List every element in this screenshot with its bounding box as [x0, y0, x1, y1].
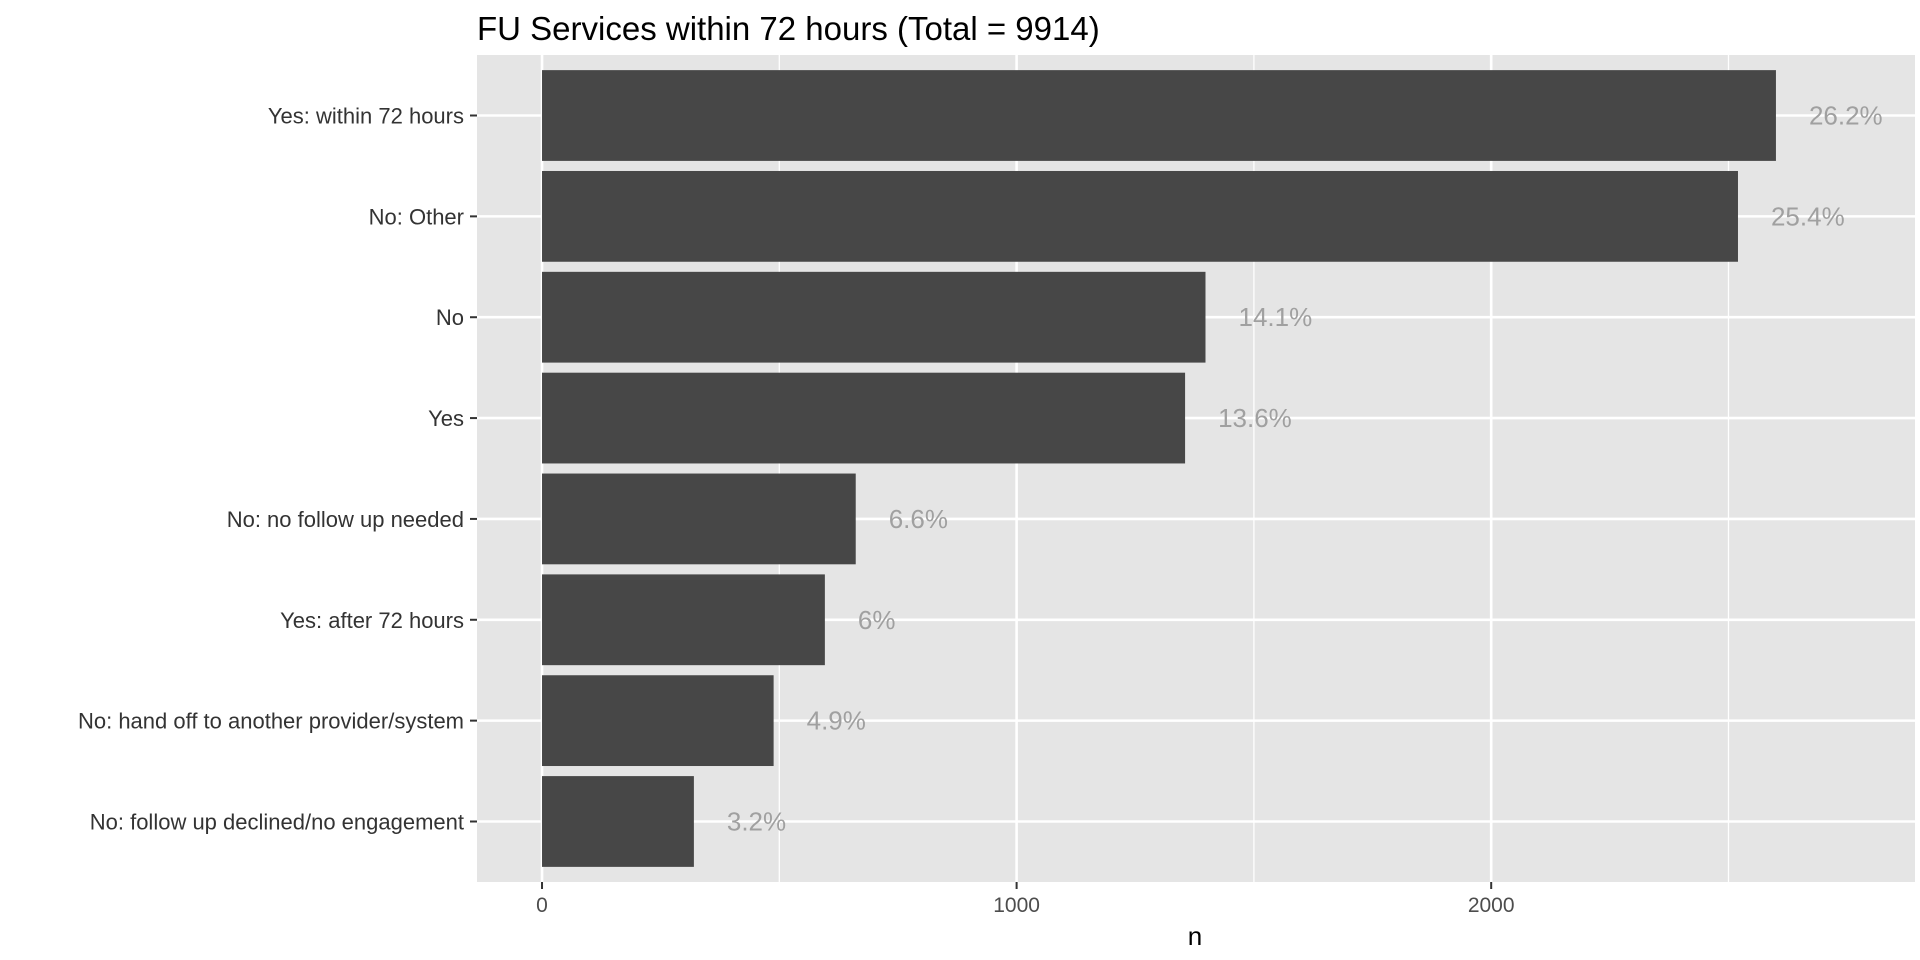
category-label: No: follow up declined/no engagement [90, 809, 464, 834]
bar [542, 70, 1776, 161]
data-label: 4.9% [807, 706, 866, 736]
x-tick-label: 0 [536, 894, 548, 917]
category-label: Yes: after 72 hours [280, 608, 464, 633]
bar [542, 473, 856, 565]
data-label: 25.4% [1771, 201, 1845, 231]
category-label: Yes: within 72 hours [268, 104, 464, 129]
bar [542, 170, 1738, 262]
bar [542, 271, 1206, 363]
bar [542, 675, 774, 767]
x-tick-label: 1000 [993, 894, 1040, 917]
bar [542, 776, 694, 867]
category-label: No: hand off to another provider/system [78, 709, 464, 734]
category-label: No: no follow up needed [227, 507, 464, 532]
y-axis: Yes: within 72 hours No: Other No Yes No: no… [78, 104, 477, 834]
chart-title: FU Services within 72 hours (Total = 991… [477, 10, 1100, 47]
data-label: 13.6% [1218, 403, 1292, 433]
data-label: 6% [858, 605, 896, 635]
bar [542, 372, 1186, 464]
category-label: No [436, 305, 464, 330]
category-label: Yes [428, 406, 464, 431]
x-tick-label: 2000 [1468, 894, 1515, 917]
x-axis-title: n [1188, 921, 1202, 951]
data-label: 26.2% [1809, 101, 1883, 131]
data-labels: 26.2% 25.4% 14.1% 13.6% 6.6% 6% 4.9% 3.2% [727, 101, 1883, 837]
data-label: 6.6% [889, 504, 948, 534]
data-label: 14.1% [1238, 302, 1312, 332]
x-axis: 0 1000 2000 [536, 882, 1515, 917]
bar [542, 574, 825, 666]
data-label: 3.2% [727, 806, 786, 836]
category-label: No: Other [369, 204, 464, 229]
bars [542, 70, 1776, 867]
